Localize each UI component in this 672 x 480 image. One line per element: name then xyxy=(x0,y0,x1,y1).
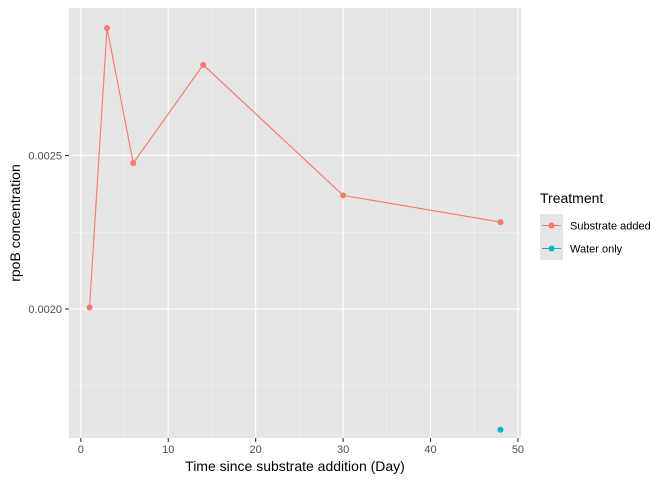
legend-label: Water only xyxy=(570,244,623,256)
legend-title: Treatment xyxy=(540,190,603,206)
x-tick-label: 50 xyxy=(512,444,524,456)
data-point xyxy=(340,192,347,199)
y-axis-title: rpoB concentration xyxy=(7,164,23,282)
data-point xyxy=(497,426,504,433)
y-tick-label: 0.0025 xyxy=(28,150,62,162)
minor-gridlines xyxy=(69,8,521,438)
x-tick-label: 30 xyxy=(337,444,349,456)
x-tick-label: 20 xyxy=(250,444,262,456)
legend: Treatment Substrate added Water only xyxy=(540,190,651,260)
x-axis-title: Time since substrate addition (Day) xyxy=(185,458,405,474)
series-line xyxy=(88,27,501,308)
legend-label: Substrate added xyxy=(570,221,651,233)
data-point xyxy=(130,160,137,167)
legend-key-point xyxy=(548,245,555,252)
x-tick-label: 0 xyxy=(78,444,84,456)
plot-panel xyxy=(69,8,521,438)
x-tick-label: 10 xyxy=(162,444,174,456)
y-tick-label: 0.0020 xyxy=(28,304,62,316)
x-tick-label: 40 xyxy=(424,444,436,456)
legend-key-point xyxy=(548,222,555,229)
data-layer xyxy=(86,24,504,433)
x-axis: 0 10 20 30 40 50 xyxy=(78,438,524,456)
major-gridlines xyxy=(69,8,521,438)
y-axis: 0.0020 0.0025 xyxy=(28,150,69,316)
data-point xyxy=(104,24,111,31)
data-point xyxy=(200,61,207,68)
data-point xyxy=(86,304,93,311)
data-point xyxy=(497,219,504,226)
